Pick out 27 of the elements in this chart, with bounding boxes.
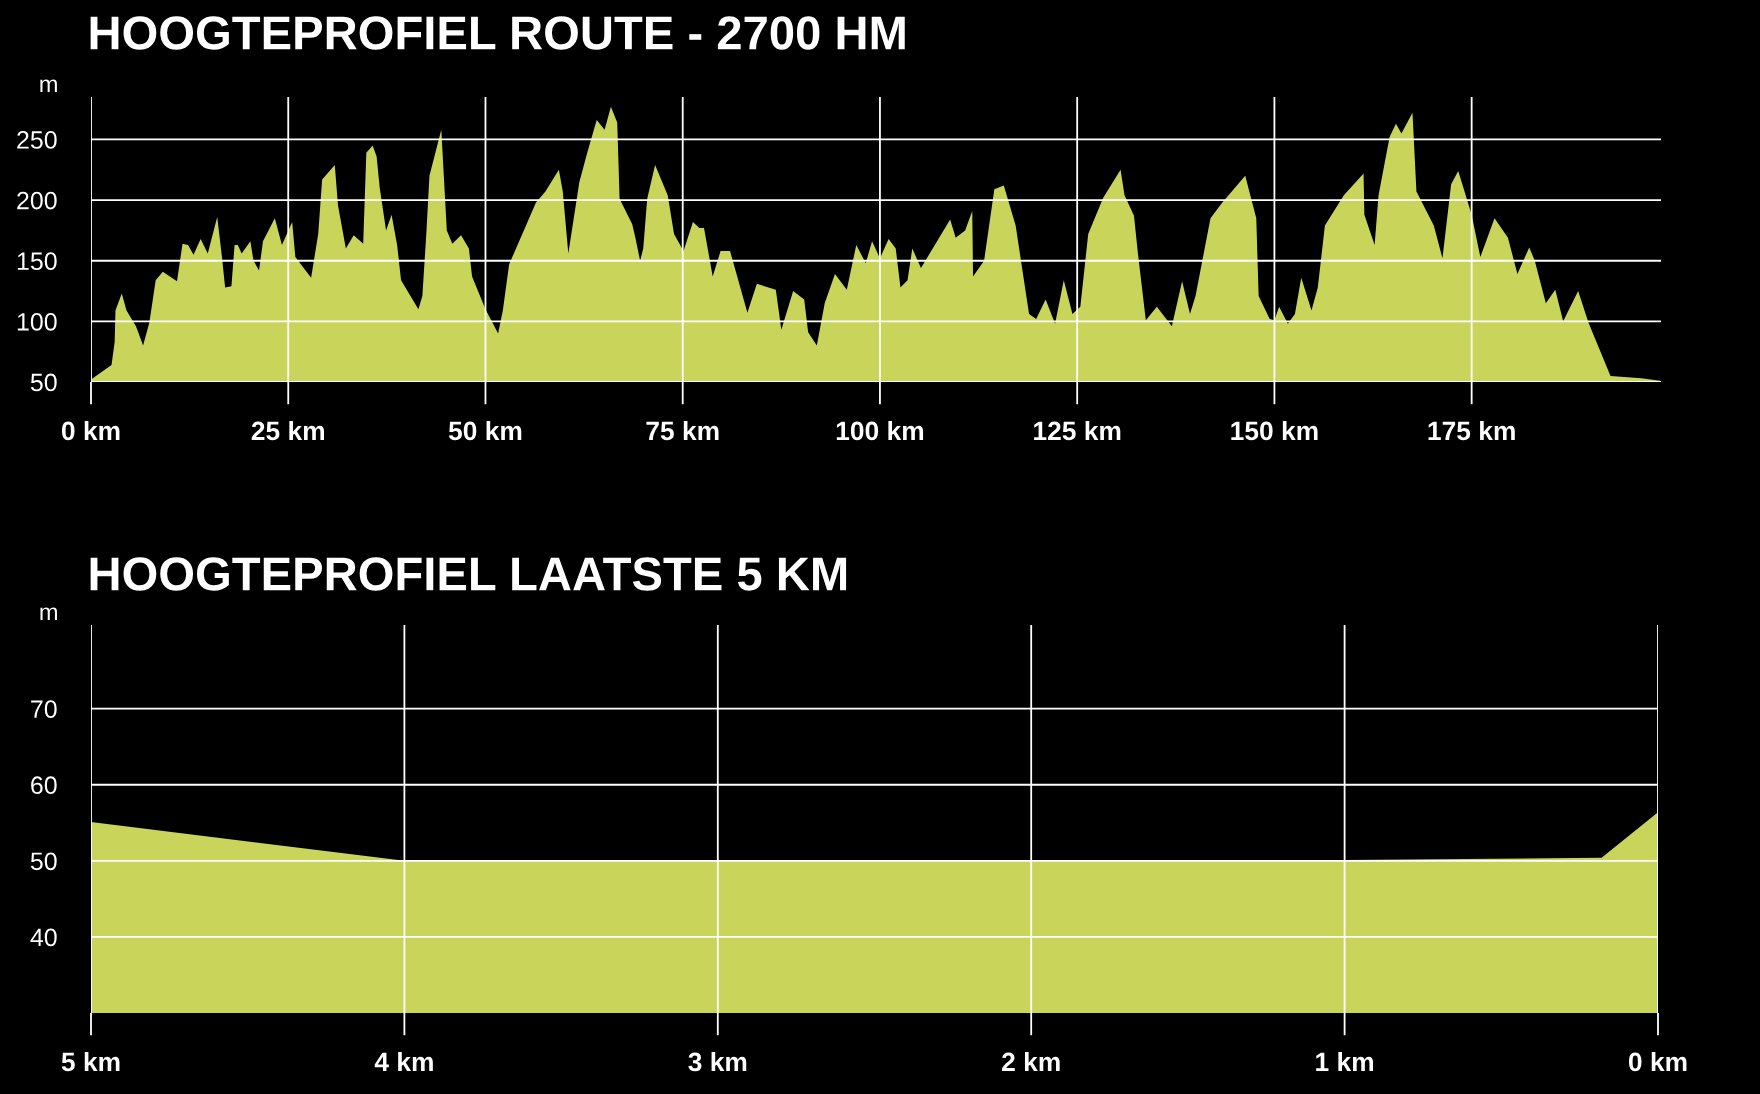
y-tick-label: 50 xyxy=(30,852,57,871)
x-tick-label: 150 km xyxy=(1231,420,1318,441)
x-tick-label: 5 km xyxy=(61,1051,120,1072)
x-tick-label: 3 km xyxy=(688,1051,747,1072)
y-axis-title: m xyxy=(40,79,57,93)
x-tick-label: 50 km xyxy=(448,420,522,441)
x-tick-label: 75 km xyxy=(646,420,719,441)
y-tick-label: 60 xyxy=(31,776,57,795)
x-tick-label: 25 km xyxy=(251,420,325,441)
x-tick-label: 4 km xyxy=(374,1051,433,1072)
x-tick-label: 125 km xyxy=(1034,420,1121,441)
y-tick-label: 50 xyxy=(30,373,57,392)
x-tick-label: 100 km xyxy=(836,420,924,441)
y-tick-label: 40 xyxy=(30,928,57,947)
x-tick-label: 0 km xyxy=(1628,1051,1687,1072)
y-tick-label: 70 xyxy=(31,700,57,718)
x-tick-label: 175 km xyxy=(1428,420,1515,441)
y-tick-label: 100 xyxy=(17,312,57,331)
y-tick-label: 250 xyxy=(17,131,57,149)
y-tick-label: 200 xyxy=(17,191,57,210)
chart-title: HOOGTEPROFIEL LAATSTE 5 KM xyxy=(90,557,847,591)
x-tick-label: 2 km xyxy=(1002,1051,1060,1072)
chart-title: HOOGTEPROFIEL ROUTE - 2700 HM xyxy=(90,16,905,50)
x-tick-label: 0 km xyxy=(61,420,120,441)
x-tick-label: 1 km xyxy=(1316,1051,1374,1072)
y-tick-label: 150 xyxy=(17,252,57,271)
y-axis-title: m xyxy=(40,607,57,621)
